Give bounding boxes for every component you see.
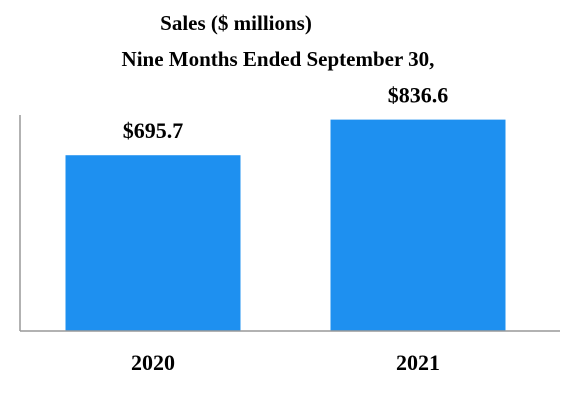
chart-title: Sales ($ millions) (160, 11, 312, 35)
value-label-2020: $695.7 (123, 118, 184, 143)
bars-layer (65, 119, 506, 331)
bar-2020 (65, 155, 241, 331)
value-label-2021: $836.6 (388, 83, 449, 108)
labels-layer: $695.7 2020 $836.6 2021 (123, 83, 449, 375)
x-tick-label-2021: 2021 (396, 350, 440, 375)
x-tick-label-2020: 2020 (131, 350, 175, 375)
chart-subtitle: Nine Months Ended September 30, (122, 47, 435, 71)
axes-layer (19, 115, 560, 332)
bar-2021 (330, 119, 506, 331)
